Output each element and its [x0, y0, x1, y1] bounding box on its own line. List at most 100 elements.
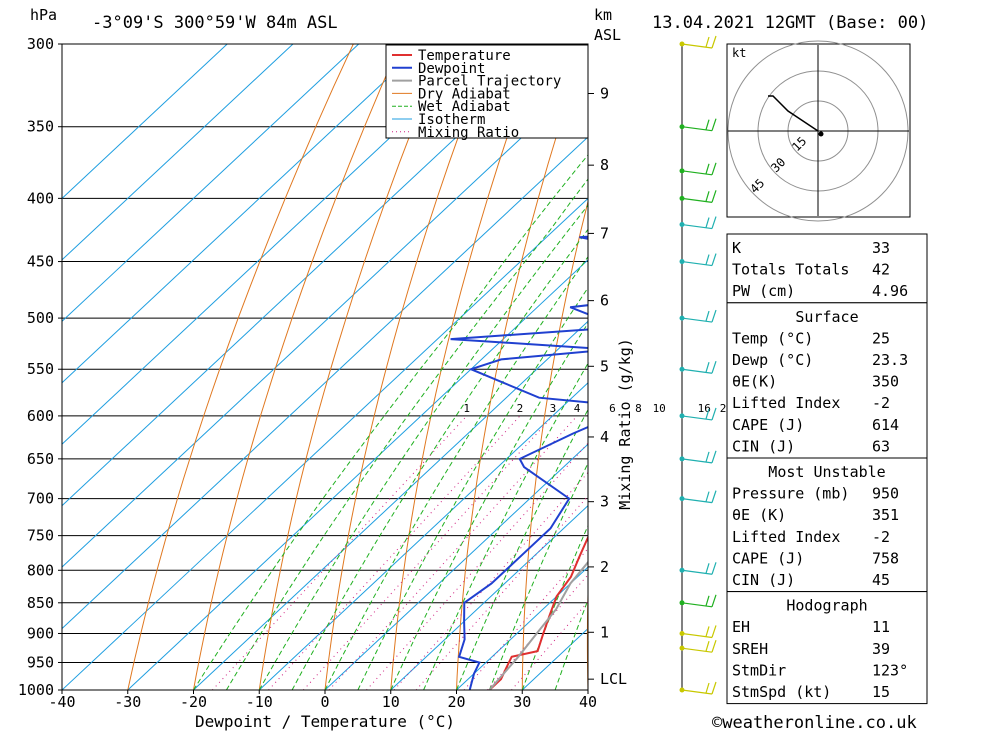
isotherm: [390, 504, 588, 690]
barb-feather: [705, 163, 710, 175]
y-tick-label: 1000: [18, 681, 54, 699]
asl-label: ASL: [594, 26, 621, 44]
barb-shaft: [681, 223, 713, 230]
location-title: -3°09'S 300°59'W 84m ASL: [92, 13, 338, 33]
index-label: Dewp (°C): [732, 351, 813, 369]
mixing-ratio-label: 4: [574, 402, 581, 415]
barb-feather: [705, 36, 710, 48]
mixing-ratio-labels: 12346810162025: [463, 402, 755, 415]
y-tick-label: 850: [27, 594, 54, 612]
legend-entry: Wet Adiabat: [418, 99, 511, 115]
index-value: 351: [872, 506, 899, 524]
barb-feather: [705, 491, 710, 502]
barb-shaft: [681, 415, 713, 421]
hodograph-unit: kt: [732, 46, 746, 60]
index-value: 45: [872, 571, 890, 589]
mixing-ratio-label: 1: [463, 402, 470, 415]
surface-title: Surface: [795, 308, 858, 326]
isotherm: [62, 44, 228, 200]
credit: ©weatheronline.co.uk: [712, 713, 917, 733]
series-temperature: [488, 534, 588, 690]
y-tick-label: 550: [27, 360, 54, 378]
y-tick-label: 400: [27, 189, 54, 207]
isotherm: [62, 44, 360, 322]
index-value: 39: [872, 640, 890, 658]
dry-adiabat: [586, 578, 588, 690]
index-label: Lifted Index: [732, 528, 840, 546]
index-label: Pressure (mb): [732, 485, 849, 503]
x-tick-label: -20: [180, 693, 207, 711]
hpa-label: hPa: [30, 6, 57, 24]
barb-shaft: [681, 317, 713, 323]
barb-feather: [705, 563, 710, 574]
barb-feather: [711, 407, 717, 421]
wet-adiabat: [258, 204, 588, 690]
y-tick-label: 950: [27, 653, 54, 671]
barb-feather: [711, 118, 717, 131]
index-label: CIN (J): [732, 437, 795, 455]
barb-shaft: [681, 126, 713, 132]
y-tick-label: 600: [27, 407, 54, 425]
isotherm: [62, 136, 588, 630]
barb-feather: [711, 361, 717, 374]
sounding-curves: [450, 235, 588, 690]
index-label: SREH: [732, 640, 768, 658]
legend-entry: Mixing Ratio: [418, 125, 519, 141]
x-tick-label: 30: [513, 693, 531, 711]
mixing-ratio-label: 6: [609, 402, 616, 415]
barb-feather: [705, 254, 710, 265]
index-label: EH: [732, 618, 750, 636]
y-tick-label: 450: [27, 253, 54, 271]
index-value: 42: [872, 261, 890, 279]
dry-adiabat: [390, 44, 541, 690]
barb-feather: [705, 191, 710, 202]
hodograph-indices-box: [726, 591, 928, 705]
wet-adiabat: [291, 228, 588, 690]
x-tick-label: -10: [246, 693, 273, 711]
barb-feather: [705, 451, 710, 463]
isotherm: [62, 44, 557, 507]
barb-feather: [711, 253, 717, 266]
barb-shaft: [681, 632, 713, 639]
hodograph-origin: [818, 131, 824, 137]
index-label: Totals Totals: [732, 261, 849, 279]
index-label: θE(K): [732, 373, 777, 391]
mixing-ratio-line: [393, 471, 588, 690]
wet-adiabat: [423, 362, 588, 690]
index-label: StmDir: [732, 661, 786, 679]
mixing-ratio-line: [268, 415, 521, 690]
barb-shaft: [681, 569, 713, 575]
barb-feather: [711, 35, 717, 49]
index-label: CAPE (J): [732, 549, 804, 567]
barb-shaft: [681, 602, 713, 608]
mixing-ratio-label: 16: [698, 402, 711, 415]
barb-shaft: [681, 368, 713, 374]
barb-shaft: [681, 260, 713, 267]
index-label: θE (K): [732, 506, 786, 524]
wet-adiabat: [324, 255, 588, 690]
isotherm: [127, 259, 588, 690]
mixing-ratio-label: 2: [517, 402, 524, 415]
dry-adiabat: [992, 44, 1000, 690]
barb-shaft: [681, 458, 713, 464]
index-value: 33: [872, 239, 890, 257]
barb-feather: [711, 216, 717, 229]
barb-feather: [705, 626, 710, 637]
mixing-ratio-label: 10: [653, 402, 666, 415]
y-tick-label: 500: [27, 309, 54, 327]
y-tick-label: 700: [27, 490, 54, 508]
dry-adiabat: [456, 44, 587, 690]
km-tick-label: 5: [600, 357, 609, 375]
isotherm: [62, 44, 425, 384]
barb-feather: [711, 562, 717, 575]
km-tick-label: 9: [600, 85, 609, 103]
barb-shaft: [681, 43, 713, 49]
most-unstable-title: Most Unstable: [768, 463, 885, 481]
indices-panel: K 33 Totals Totals 42 PW (cm) 4.96 Surface Temp…: [726, 233, 928, 705]
barb-feather: [711, 639, 717, 653]
km-tick-label: 4: [600, 428, 609, 446]
index-label: CIN (J): [732, 571, 795, 589]
